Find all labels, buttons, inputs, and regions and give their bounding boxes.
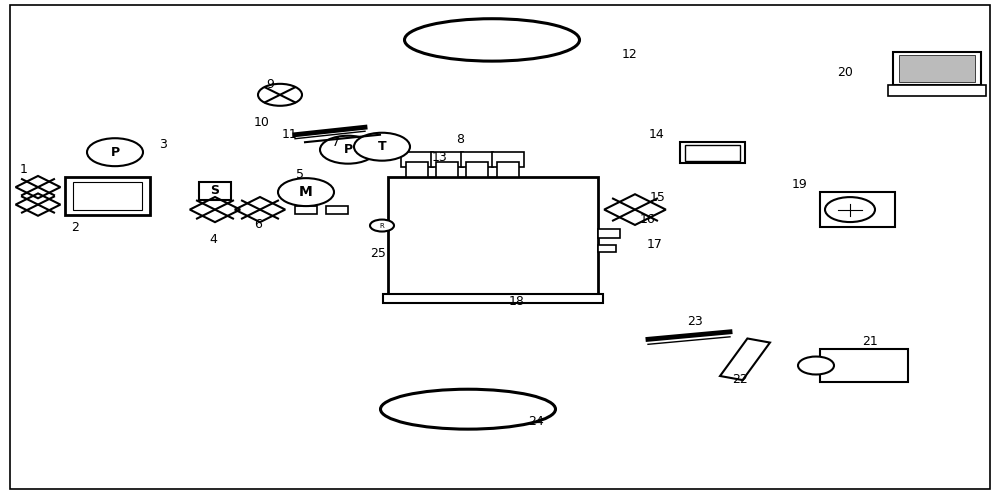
Text: R: R: [380, 223, 384, 229]
Text: P: P: [110, 146, 120, 159]
Text: 8: 8: [456, 133, 464, 146]
Bar: [680, 142, 745, 163]
Circle shape: [320, 136, 376, 164]
Bar: [199, 182, 231, 200]
Bar: [720, 338, 770, 380]
Bar: [388, 177, 598, 294]
Bar: [497, 162, 519, 177]
Text: S: S: [210, 184, 220, 197]
Ellipse shape: [404, 19, 580, 61]
Text: 20: 20: [837, 66, 853, 79]
Bar: [492, 152, 524, 167]
Bar: [598, 245, 616, 252]
Bar: [401, 152, 433, 167]
Bar: [326, 206, 348, 214]
Bar: [899, 55, 975, 82]
Text: T: T: [378, 140, 386, 153]
Ellipse shape: [380, 389, 556, 429]
Text: 21: 21: [862, 335, 878, 348]
Text: 24: 24: [528, 415, 544, 428]
Circle shape: [278, 178, 334, 206]
Text: 17: 17: [647, 238, 663, 251]
Bar: [436, 162, 458, 177]
Text: 22: 22: [732, 373, 748, 386]
Circle shape: [370, 220, 394, 232]
Bar: [888, 85, 986, 96]
Text: 14: 14: [649, 128, 665, 141]
Bar: [598, 229, 620, 238]
Bar: [893, 52, 981, 85]
Bar: [383, 294, 603, 303]
Circle shape: [798, 356, 834, 374]
Text: 7: 7: [332, 136, 340, 149]
Text: 18: 18: [509, 295, 525, 308]
Circle shape: [825, 197, 875, 222]
Bar: [466, 162, 488, 177]
Text: M: M: [299, 185, 313, 199]
Text: 1: 1: [20, 163, 28, 176]
Text: 6: 6: [254, 218, 262, 231]
Text: P: P: [343, 143, 353, 156]
Bar: [431, 152, 463, 167]
Circle shape: [87, 138, 143, 166]
Text: 9: 9: [266, 78, 274, 91]
Text: 25: 25: [370, 247, 386, 260]
Text: 5: 5: [296, 168, 304, 181]
Text: 19: 19: [792, 178, 808, 191]
Bar: [65, 177, 150, 215]
Bar: [406, 162, 428, 177]
Text: 2: 2: [71, 221, 79, 234]
Text: 23: 23: [687, 315, 703, 328]
Text: 4: 4: [209, 233, 217, 246]
Text: 3: 3: [159, 138, 167, 151]
Bar: [295, 206, 317, 214]
Circle shape: [354, 133, 410, 161]
Text: 13: 13: [432, 151, 448, 164]
Bar: [245, 22, 740, 472]
Bar: [820, 192, 895, 227]
Bar: [820, 349, 908, 382]
Text: 10: 10: [254, 116, 270, 129]
Text: 15: 15: [650, 191, 666, 204]
Bar: [73, 182, 142, 210]
Text: 12: 12: [622, 48, 638, 61]
Text: 11: 11: [282, 128, 298, 141]
Bar: [461, 152, 493, 167]
Text: 16: 16: [640, 213, 656, 226]
Circle shape: [258, 84, 302, 106]
Bar: [685, 145, 740, 161]
